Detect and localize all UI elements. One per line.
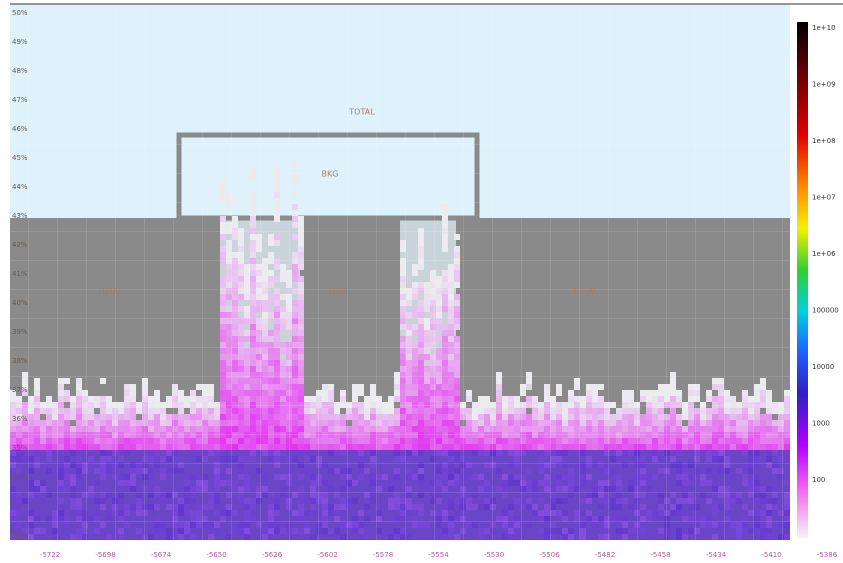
- x-label: -5506: [539, 551, 560, 559]
- box-label: BKG: [322, 170, 339, 179]
- colorbar-label: 1e+09: [812, 81, 836, 89]
- colorbar-label: 100: [812, 476, 825, 484]
- y-label: 44%: [12, 183, 28, 191]
- y-label: 48%: [12, 67, 28, 75]
- x-label: -5458: [650, 551, 670, 559]
- y-label: 37%: [12, 386, 28, 394]
- y-label: 38%: [12, 357, 28, 365]
- y-label: 46%: [12, 125, 28, 133]
- x-label: -5410: [761, 551, 781, 559]
- y-label: 45%: [12, 154, 28, 162]
- y-label: 47%: [12, 96, 28, 104]
- region-label: TOTAL: [571, 287, 598, 296]
- x-label: -5674: [151, 551, 172, 559]
- y-label: 35%: [12, 444, 28, 452]
- x-label: -5602: [317, 551, 337, 559]
- colorbar-label: 1e+10: [812, 24, 836, 32]
- colorbar-label: 1e+08: [812, 137, 836, 145]
- outer-label: TOTAL: [348, 108, 375, 117]
- x-label: -5650: [206, 551, 226, 559]
- colorbar-label: 1000: [812, 420, 830, 428]
- colorbar: [797, 22, 808, 538]
- colorbar-label: 1e+06: [812, 250, 836, 258]
- colorbar-label: 10000: [812, 363, 834, 371]
- y-label: 33%: [12, 502, 28, 510]
- x-label: -5722: [40, 551, 60, 559]
- x-label: -5554: [428, 551, 449, 559]
- colorbar-label: 1e+07: [812, 194, 836, 202]
- x-label: -5434: [706, 551, 727, 559]
- y-label: 39%: [12, 328, 28, 336]
- y-label: 36%: [12, 415, 28, 423]
- y-label: 49%: [12, 38, 28, 46]
- labels: 50% 49% 48% 47% 46% 45% 44% 43% 42% 41% 40% 39% 38% 3…: [12, 9, 839, 559]
- y-label: 41%: [12, 270, 28, 278]
- y-label: 34%: [12, 473, 28, 481]
- region-label: TOTAL: [96, 287, 123, 296]
- y-label: 50%: [12, 9, 28, 17]
- y-label: 43%: [12, 212, 28, 220]
- colorbar-label: 100000: [812, 307, 839, 315]
- y-label: 32%: [12, 531, 28, 539]
- x-label: -5530: [484, 551, 504, 559]
- x-label: -5386: [817, 551, 838, 559]
- x-label: -5482: [595, 551, 615, 559]
- y-label: 40%: [12, 299, 28, 307]
- x-label: -5698: [95, 551, 115, 559]
- grid: [10, 4, 790, 540]
- x-label: -5578: [373, 551, 393, 559]
- y-label: 42%: [12, 241, 28, 249]
- x-label: -5626: [262, 551, 283, 559]
- region-label: TOTAL: [326, 287, 353, 296]
